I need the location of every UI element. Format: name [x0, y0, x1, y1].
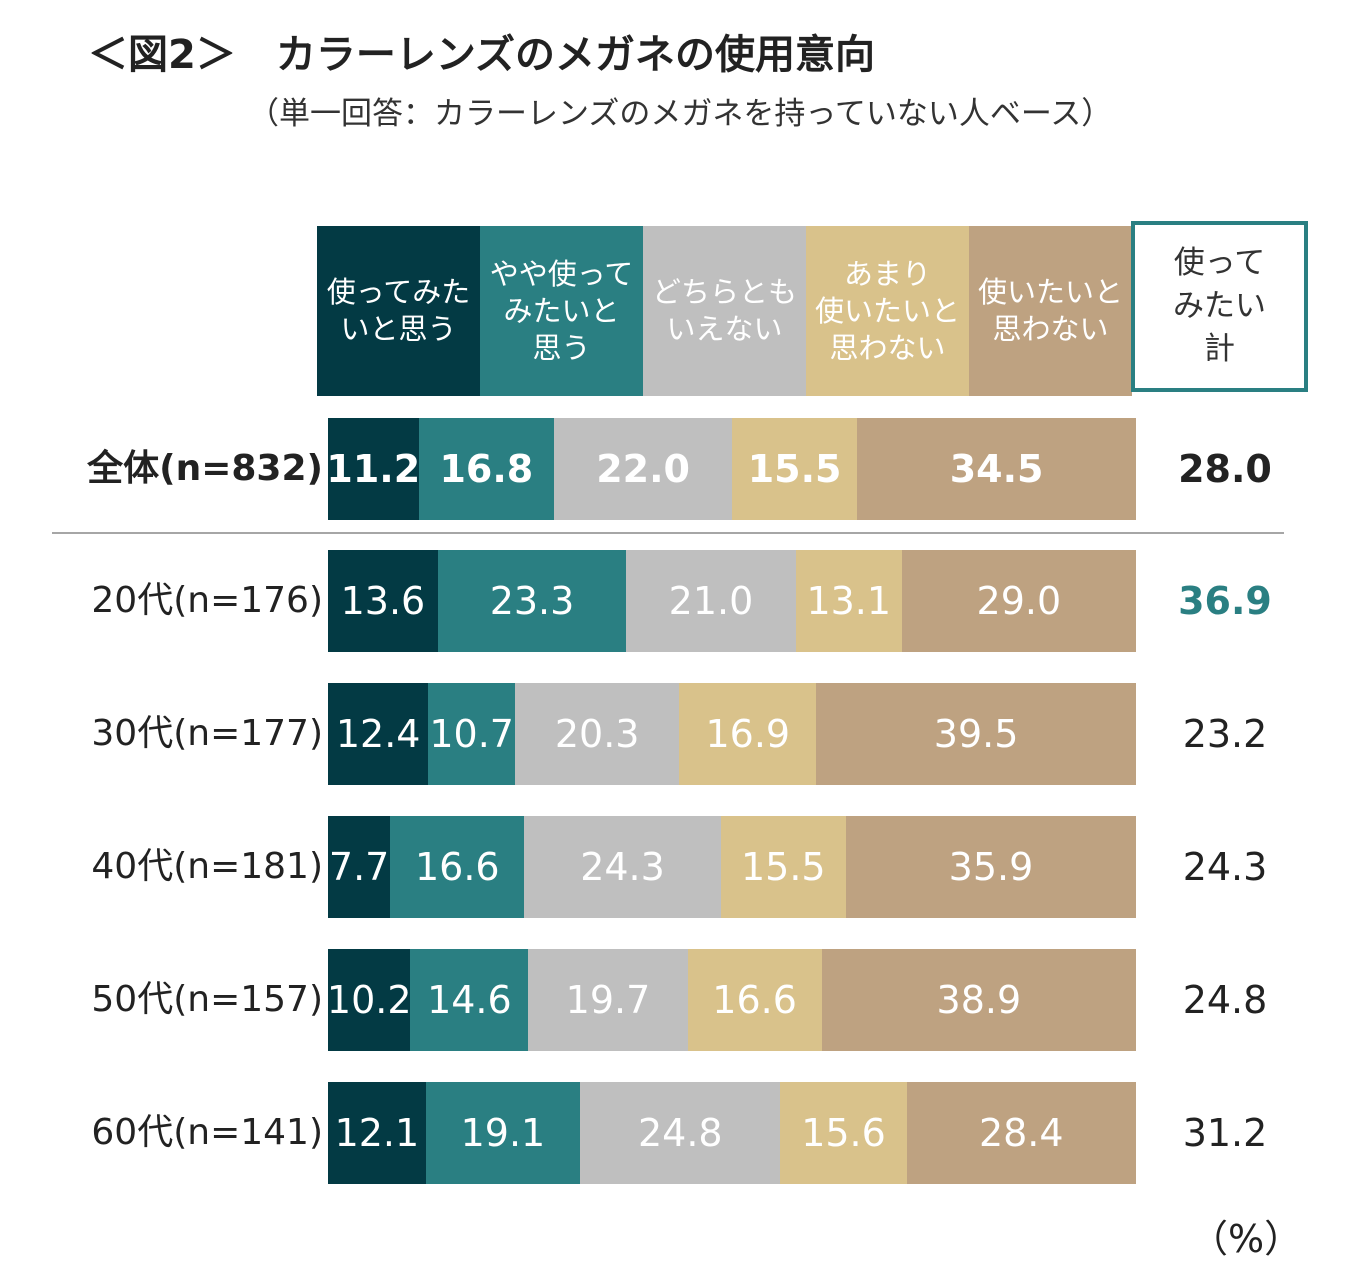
- bar-value-label: 24.3: [580, 845, 665, 889]
- bar-value-label: 16.8: [439, 447, 534, 491]
- bar-value-label: 12.1: [334, 1111, 420, 1155]
- bar-value-label: 24.8: [637, 1111, 723, 1155]
- total-value: 23.2: [1182, 712, 1268, 756]
- legend-label-line: 思わない: [829, 330, 946, 365]
- total-value: 28.0: [1178, 447, 1272, 491]
- total-value: 24.8: [1182, 978, 1268, 1022]
- bar-segment: 29.0: [901, 550, 1136, 652]
- bar-value-label: 11.2: [326, 447, 421, 491]
- legend-label-line: いえない: [666, 312, 783, 346]
- bar-segment: 7.7: [328, 816, 391, 918]
- legend-label-line: あまり: [843, 256, 931, 291]
- total-header-line: みたい: [1173, 288, 1266, 324]
- bar-value-label: 34.5: [949, 447, 1044, 491]
- bar-value-label: 19.1: [460, 1111, 546, 1155]
- legend-item-5: 使いたいと 思わない: [969, 226, 1132, 396]
- bar-segment: 39.5: [816, 683, 1136, 785]
- total-header-line: 計: [1204, 331, 1235, 367]
- row-label: 30代(n=177): [91, 713, 323, 754]
- bar-segment: 16.6: [687, 949, 822, 1051]
- legend-label-line: 思う: [532, 330, 591, 365]
- bar-value-label: 16.9: [705, 712, 791, 756]
- legend-item-4: あまり 使いたいと 思わない: [806, 226, 969, 396]
- bar-value-label: 15.5: [741, 845, 826, 889]
- bar-value-label: 16.6: [414, 845, 500, 889]
- total-value: 31.2: [1182, 1111, 1268, 1155]
- unit-label: （%）: [1190, 1217, 1303, 1261]
- legend-label-line: 使いたいと: [814, 293, 960, 328]
- chart-subtitle: （単一回答：カラーレンズのメガネを持っていない人ベース）: [248, 96, 1113, 132]
- bar-segment: 13.1: [795, 550, 902, 652]
- bar-segment: 11.2: [326, 418, 421, 520]
- bar-segment: 38.9: [821, 949, 1136, 1051]
- bar-segment: 24.8: [580, 1082, 781, 1184]
- bar-value-label: 28.4: [978, 1111, 1064, 1155]
- bar-value-label: 7.7: [328, 845, 390, 889]
- legend-label-line: いと思う: [340, 312, 457, 346]
- bar-value-label: 22.0: [596, 447, 690, 491]
- legend-label-line: 使いたいと: [977, 275, 1123, 309]
- bar-value-label: 19.7: [565, 978, 651, 1022]
- bar-value-label: 12.4: [335, 712, 421, 756]
- bar-segment: 35.9: [845, 816, 1136, 918]
- row-label: 50代(n=157): [91, 979, 323, 1020]
- row-label: 40代(n=181): [91, 846, 323, 887]
- total-header-line: 使って: [1173, 245, 1266, 281]
- bar-segment: 34.5: [857, 418, 1136, 520]
- bar-value-label: 21.0: [668, 579, 754, 623]
- bar-segment: 16.9: [679, 683, 817, 785]
- bar-segment: 21.0: [626, 550, 796, 652]
- bar-value-label: 13.6: [340, 579, 426, 623]
- bar-value-label: 15.6: [801, 1111, 886, 1155]
- bar-segment: 23.3: [437, 550, 627, 652]
- bar-value-label: 10.7: [429, 712, 514, 756]
- bar-segment: 15.6: [780, 1082, 907, 1184]
- total-value: 36.9: [1178, 579, 1272, 623]
- chart-title: ＜図2＞ カラーレンズのメガネの使用意向: [88, 32, 876, 78]
- legend-label-line: 使ってみた: [326, 275, 471, 309]
- legend-label-line: みたいと: [503, 293, 620, 328]
- bar-value-label: 20.3: [554, 712, 640, 756]
- legend-label-line: どちらとも: [651, 275, 797, 309]
- bar-value-label: 29.0: [976, 579, 1062, 623]
- bar-segment: 16.6: [390, 816, 525, 918]
- row-label: 全体(n=832): [87, 448, 323, 489]
- legend-label-line: やや使って: [489, 256, 634, 291]
- bar-value-label: 14.6: [427, 978, 512, 1022]
- divider: [52, 532, 1284, 534]
- bar-value-label: 38.9: [936, 978, 1022, 1022]
- bar-segment: 16.8: [418, 418, 555, 520]
- row-label: 60代(n=141): [91, 1112, 323, 1153]
- legend-item-2: やや使って みたいと 思う: [480, 226, 643, 396]
- bar-segment: 10.2: [326, 949, 412, 1051]
- bar-segment: 14.6: [410, 949, 529, 1051]
- bar-value-label: 39.5: [933, 712, 1019, 756]
- bar-segment: 15.5: [732, 418, 858, 520]
- bar-segment: 28.4: [906, 1082, 1136, 1184]
- bar-segment: 19.7: [528, 949, 688, 1051]
- bar-value-label: 35.9: [948, 845, 1034, 889]
- bar-value-label: 10.2: [326, 978, 412, 1022]
- bar-value-label: 23.3: [489, 579, 575, 623]
- bar-segment: 19.1: [425, 1082, 581, 1184]
- bar-segment: 15.5: [720, 816, 846, 918]
- bar-segment: 10.7: [428, 683, 515, 785]
- bar-segment: 12.1: [328, 1082, 426, 1184]
- total-header: 使って みたい計: [1131, 221, 1308, 392]
- legend-item-3: どちらとも いえない: [643, 226, 806, 396]
- bar-value-label: 16.6: [712, 978, 797, 1022]
- bar-segment: 22.0: [554, 418, 732, 520]
- bar-segment: 12.4: [328, 683, 429, 785]
- bar-segment: 24.3: [524, 816, 721, 918]
- row-label: 20代(n=176): [91, 580, 323, 621]
- bar-value-label: 15.5: [747, 447, 842, 491]
- total-value: 24.3: [1182, 845, 1268, 889]
- bar-segment: 20.3: [515, 683, 680, 785]
- legend-label-line: 思わない: [992, 312, 1109, 346]
- bar-value-label: 13.1: [806, 579, 892, 623]
- legend-item-1: 使ってみた いと思う: [317, 226, 480, 396]
- bar-segment: 13.6: [328, 550, 438, 652]
